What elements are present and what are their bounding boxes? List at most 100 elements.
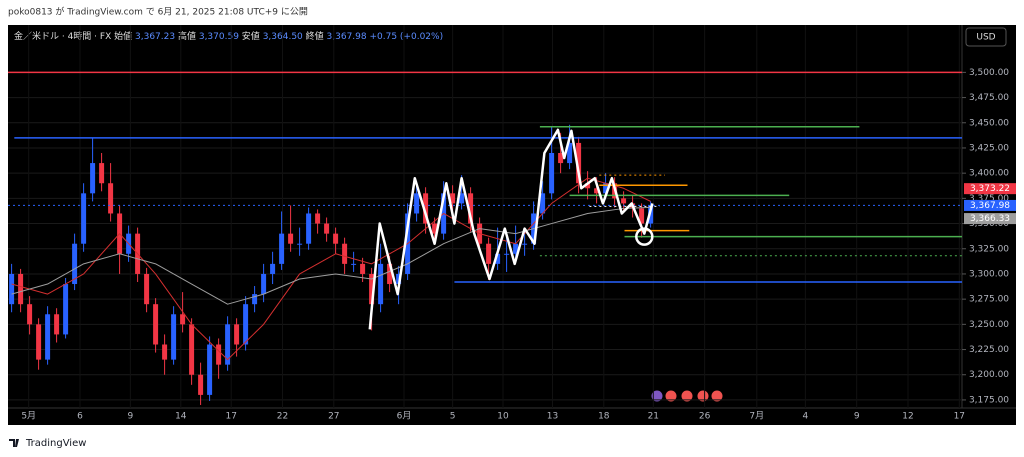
candle-body	[171, 314, 177, 360]
x-tick-label: 17	[225, 412, 236, 422]
currency: USD	[976, 33, 995, 43]
marker-circle	[635, 227, 654, 246]
candle-body	[333, 233, 339, 244]
price-label: 3,366.33	[970, 214, 1010, 224]
chart-bg	[8, 25, 1016, 425]
candle-body	[288, 233, 294, 244]
y-tick-label: 3,225.00	[969, 345, 1009, 355]
candle-body	[450, 193, 456, 204]
price-label-box	[964, 213, 1016, 225]
candle-body	[603, 183, 609, 194]
symbol: 金／米ドル · 4時間 · FX	[14, 30, 111, 42]
zigzag-drawing	[368, 128, 654, 330]
event-icon[interactable]	[697, 390, 709, 402]
event-icon[interactable]	[665, 390, 677, 402]
y-tick-label: 3,275.00	[969, 295, 1009, 305]
x-tick-label: 13	[547, 412, 558, 422]
y-tick-label: 3,425.00	[969, 143, 1009, 153]
candle-body	[54, 314, 60, 335]
x-tick-label: 10	[497, 412, 509, 422]
x-tick-label: 5月	[21, 411, 36, 422]
footer-logo	[9, 439, 19, 447]
candle-body	[585, 183, 591, 189]
candle-body	[576, 142, 582, 184]
candle-body	[639, 208, 645, 224]
x-tick-label: 6	[77, 412, 83, 422]
y-tick-label: 3,375.00	[969, 194, 1009, 204]
x-tick-label: 27	[328, 412, 339, 422]
symbol-header: 金／米ドル · 4時間 · FX 始値 3,367.23 高値 3,370.59…	[14, 30, 443, 42]
x-tick-label: 9	[854, 412, 860, 422]
candle-body	[234, 324, 240, 345]
candle-body	[90, 163, 96, 194]
candle-body	[252, 294, 258, 305]
y-tick-label: 3,300.00	[969, 269, 1009, 279]
x-tick-label: 18	[598, 412, 610, 422]
candle-body	[594, 188, 600, 194]
candle-body	[549, 153, 555, 194]
moving-average	[11, 177, 651, 361]
y-tick-label: 3,450.00	[969, 118, 1009, 128]
candle-body	[45, 314, 51, 360]
candle-body	[297, 243, 303, 245]
candle-body	[396, 273, 402, 285]
candle-body	[99, 163, 105, 184]
candle-body	[540, 193, 546, 214]
x-tick-label: 9	[128, 412, 134, 422]
candle-body	[378, 263, 384, 305]
x-tick-label: 4	[803, 412, 809, 422]
candle-body	[486, 243, 492, 264]
candle-body	[72, 243, 78, 285]
event-icon[interactable]	[711, 390, 723, 402]
event-icons	[651, 390, 723, 402]
plot	[8, 25, 962, 408]
candle-body	[567, 142, 573, 164]
x-tick-label: 22	[277, 412, 288, 422]
y-tick-label: 3,500.00	[969, 68, 1009, 78]
candle-body	[414, 193, 420, 214]
candle-body	[279, 233, 285, 264]
x-tick-label: 7月	[749, 411, 764, 422]
currency-box[interactable]	[965, 27, 1007, 47]
candle-body	[189, 324, 195, 375]
candle-body	[81, 193, 87, 244]
x-tick-label: 26	[699, 412, 711, 422]
price-label: 3,373.22	[970, 184, 1010, 194]
price-label: 3,367.98	[970, 201, 1010, 211]
candle-body	[18, 273, 24, 305]
ohlc-value: 3,370.59	[199, 32, 239, 42]
x-tick-label: 14	[175, 412, 187, 422]
candle-body	[27, 304, 33, 325]
x-tick-label: 17	[954, 412, 965, 422]
candle-body	[315, 213, 321, 224]
candle-body	[261, 273, 267, 295]
candle-body	[468, 193, 474, 224]
candle-body	[351, 263, 357, 265]
candle-body	[369, 273, 375, 305]
candle-body	[216, 344, 222, 365]
price-label-box	[964, 183, 1016, 195]
event-icon[interactable]	[681, 390, 693, 402]
candle-body	[621, 198, 627, 204]
price-label-box	[964, 199, 1016, 211]
y-tick-label: 3,250.00	[969, 320, 1009, 330]
candle-body	[36, 324, 42, 360]
event-icon[interactable]	[651, 390, 663, 402]
x-tick-label: 21	[648, 412, 659, 422]
candle-body	[432, 223, 438, 234]
candle-body	[504, 253, 510, 255]
candle-body	[459, 193, 465, 204]
ohlc-name: 始値	[114, 30, 132, 42]
x-tick-label: 6月	[397, 411, 412, 422]
candle-body	[207, 344, 213, 395]
candle-body	[180, 314, 186, 325]
candle-body	[495, 253, 501, 264]
candle-body	[153, 304, 159, 345]
symbol-info: 金／米ドル · 4時間 · FX 始値 3,367.23 高値 3,370.59…	[14, 30, 443, 42]
candle-body	[558, 153, 564, 164]
published: poko0813 が TradingView.com で 6月 21, 2025…	[8, 6, 308, 18]
y-tick-label: 3,325.00	[969, 244, 1009, 254]
candle-body	[522, 243, 528, 245]
